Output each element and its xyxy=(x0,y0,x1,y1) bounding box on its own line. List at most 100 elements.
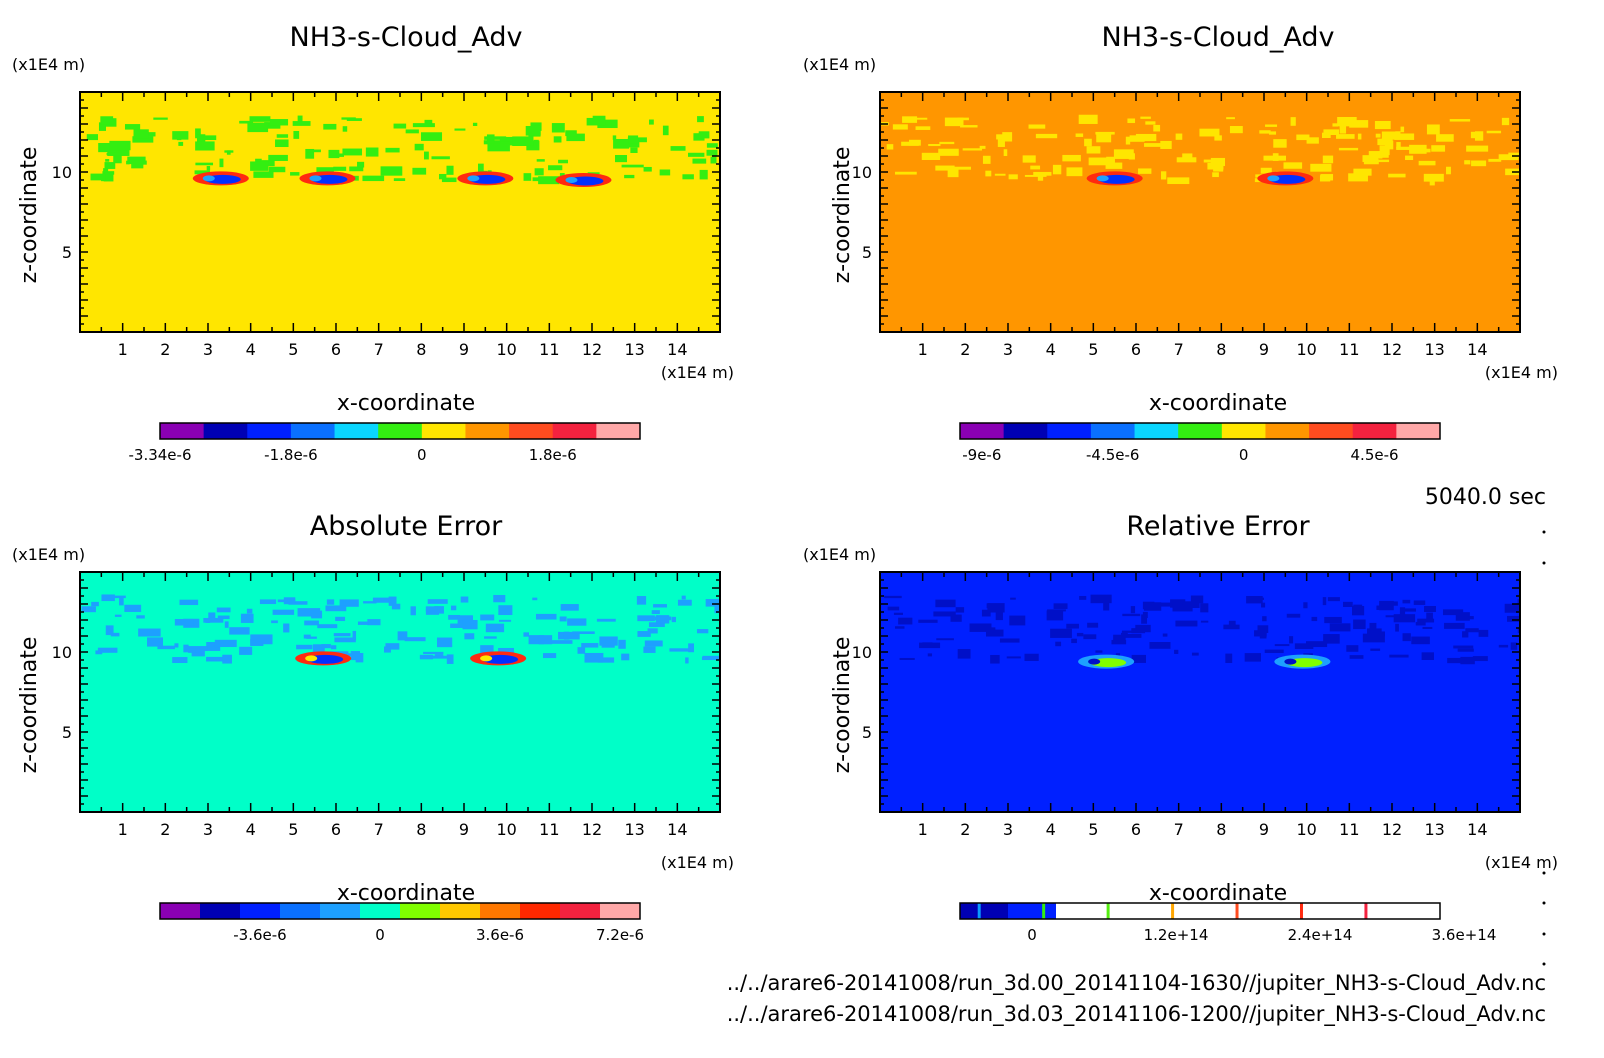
cloud-patch xyxy=(1286,613,1301,618)
cloud-patch xyxy=(1442,609,1464,616)
margin-dot xyxy=(1542,901,1546,905)
cloud-patch xyxy=(512,136,534,146)
y-tick-label: 5 xyxy=(62,243,72,262)
y-tick-label: 10 xyxy=(852,163,872,182)
cloud-patch xyxy=(935,599,956,608)
cloud-patch xyxy=(1338,147,1359,151)
colorbar-tick-label: -9e-6 xyxy=(962,446,1001,464)
x-tick-label: 3 xyxy=(1003,820,1013,839)
cloud-patch xyxy=(1374,120,1391,130)
feature-cell xyxy=(1257,171,1314,186)
colorbar-segment xyxy=(1352,423,1397,439)
cloud-patch xyxy=(538,635,553,645)
cloud-patch xyxy=(999,638,1020,643)
cloud-patch xyxy=(1141,614,1148,624)
feature-cell xyxy=(295,651,352,666)
y-tick-label: 5 xyxy=(862,243,872,262)
cloud-patch xyxy=(103,172,114,182)
cloud-patch xyxy=(425,606,438,612)
cloud-patch xyxy=(1090,594,1112,604)
cloud-patch xyxy=(538,176,560,185)
cloud-patch xyxy=(178,141,184,146)
cloud-patch xyxy=(104,162,116,169)
colorbar-segment xyxy=(1309,423,1354,439)
cloud-patch xyxy=(987,603,1005,613)
cloud-patch xyxy=(255,158,262,164)
cloud-patch xyxy=(431,156,450,160)
colorbar-segment xyxy=(960,903,1009,919)
x-tick-label: 10 xyxy=(496,340,516,359)
x-tick-label: 9 xyxy=(459,340,469,359)
cloud-patch xyxy=(464,633,475,640)
feature-cell xyxy=(1274,654,1331,669)
cloud-patch xyxy=(982,155,991,164)
cloud-patch xyxy=(1229,126,1243,134)
cloud-patch xyxy=(1003,149,1008,157)
cloud-patch xyxy=(706,143,718,148)
y-axis-label: z-coordinate xyxy=(17,147,42,284)
cloud-patch xyxy=(706,149,718,156)
cloud-patch xyxy=(1121,630,1134,633)
cloud-patch xyxy=(1075,133,1084,137)
colorbar-segment xyxy=(560,903,601,919)
cloud-patch xyxy=(1453,645,1474,649)
cloud-patch xyxy=(1145,121,1156,125)
x-tick-label: 12 xyxy=(1382,340,1402,359)
cloud-patch xyxy=(1470,131,1477,139)
cloud-patch xyxy=(303,634,311,639)
cloud-patch xyxy=(939,141,955,145)
cloud-patch xyxy=(1457,648,1474,652)
panel-absolute-error: Absolute Error (x1E4 m) (x1E4 m) x-coord… xyxy=(12,511,734,944)
cloud-patch xyxy=(947,169,959,178)
cloud-patch xyxy=(550,640,573,644)
feature-cell xyxy=(470,651,527,666)
colorbar-tick-label: 1.2e+14 xyxy=(1144,926,1209,944)
cloud-patch xyxy=(1431,145,1446,152)
cloud-patch xyxy=(219,158,224,168)
cloud-patch xyxy=(1466,145,1489,152)
cloud-patch xyxy=(1296,134,1310,141)
cloud-patch xyxy=(662,125,669,136)
cloud-patch xyxy=(637,615,655,622)
cloud-patch xyxy=(342,148,363,156)
cloud-patch xyxy=(424,119,433,125)
colorbar-tick-label: -4.5e-6 xyxy=(1086,446,1139,464)
feature-accent xyxy=(467,175,480,182)
cloud-patch xyxy=(1135,624,1151,633)
cloud-patch xyxy=(480,645,494,655)
cloud-patch xyxy=(292,121,311,126)
cloud-patch xyxy=(566,133,585,142)
panel-relative-error: Relative Error (x1E4 m) (x1E4 m) x-coord… xyxy=(803,511,1558,944)
cloud-patch xyxy=(1096,134,1112,143)
cloud-patch xyxy=(336,153,344,157)
cloud-patch xyxy=(385,147,400,153)
colorbar-segment xyxy=(520,903,561,919)
cloud-patch xyxy=(1501,117,1510,126)
panel-nh3-s-cloud-adv-right: NH3-s-Cloud_Adv (x1E4 m) (x1E4 m) x-coor… xyxy=(803,22,1558,464)
cloud-patch xyxy=(339,599,359,607)
cloud-patch xyxy=(677,599,692,606)
cloud-patch xyxy=(1142,601,1155,610)
cloud-patch xyxy=(1411,636,1430,645)
cloud-patch xyxy=(397,631,408,641)
cloud-patch xyxy=(1273,139,1287,148)
colorbar-segment xyxy=(160,423,205,439)
x-tick-label: 4 xyxy=(246,340,256,359)
cloud-patch xyxy=(454,128,466,131)
cloud-patch xyxy=(1462,631,1469,638)
cloud-patch xyxy=(414,143,424,151)
x-axis-label: x-coordinate xyxy=(1149,881,1287,906)
cloud-patch xyxy=(357,161,365,168)
cloud-patch xyxy=(1050,628,1072,638)
colorbar-segment xyxy=(1344,903,1393,919)
cloud-patch xyxy=(1144,143,1164,147)
cloud-patch xyxy=(938,148,959,156)
cloud-patch xyxy=(1327,597,1340,602)
cloud-patch xyxy=(651,610,660,614)
x-unit-label: (x1E4 m) xyxy=(661,363,734,382)
cloud-patch xyxy=(1174,649,1179,654)
colorbar-segment xyxy=(421,423,466,439)
cloud-patch xyxy=(1191,652,1199,656)
cloud-patch xyxy=(126,160,130,165)
cloud-patch xyxy=(1213,167,1224,172)
